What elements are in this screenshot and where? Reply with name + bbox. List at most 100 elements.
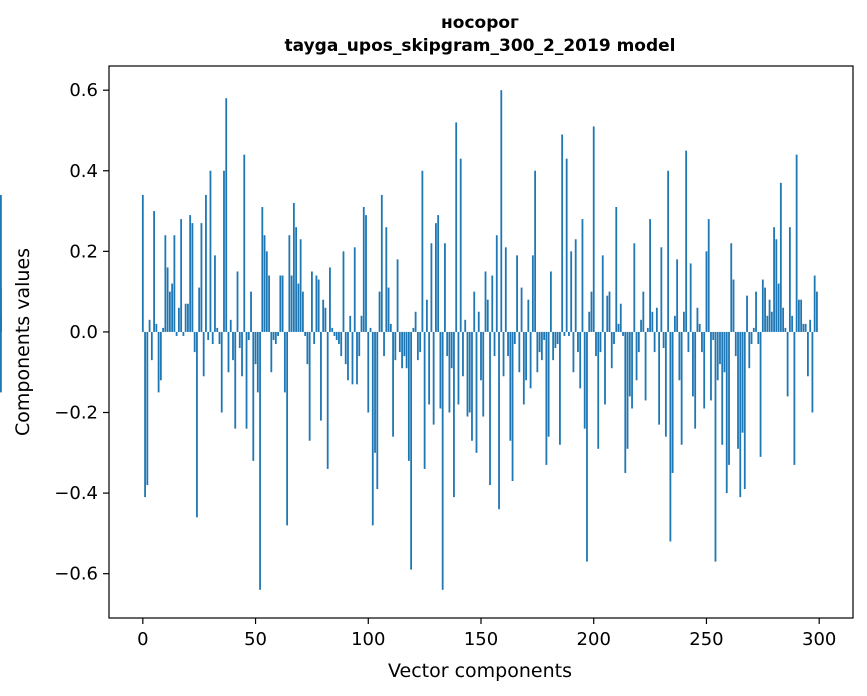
bar [295, 227, 298, 332]
bar [784, 327, 787, 332]
bar [788, 227, 791, 332]
bar [491, 275, 494, 332]
bar [196, 331, 198, 518]
bar [410, 331, 413, 570]
bar [290, 275, 293, 332]
bar [329, 267, 331, 332]
bar [728, 331, 730, 465]
bar [807, 331, 809, 377]
bar [624, 331, 627, 473]
bar [369, 327, 372, 332]
bar [549, 271, 552, 332]
bar [387, 287, 390, 332]
bar [513, 331, 516, 345]
bar [322, 299, 325, 332]
bar [640, 319, 642, 332]
bar [455, 122, 458, 332]
bar [347, 331, 349, 381]
bar [719, 331, 721, 365]
bar [743, 331, 746, 490]
bar [153, 211, 155, 332]
bar [254, 331, 257, 365]
bar [543, 331, 546, 340]
bar [791, 315, 794, 332]
bar [525, 331, 527, 381]
bar [412, 327, 415, 332]
bar [245, 331, 248, 429]
bar [353, 247, 356, 332]
bar [281, 275, 284, 332]
bar [187, 303, 189, 332]
bar [572, 331, 575, 373]
bar [335, 331, 338, 340]
bar [471, 331, 473, 441]
x-tick-label: 50 [244, 629, 267, 650]
bar [232, 331, 234, 361]
bar [568, 331, 570, 336]
bar [552, 331, 555, 361]
bar [678, 331, 681, 381]
bar [419, 331, 422, 353]
bar [389, 323, 392, 332]
bar [272, 331, 275, 340]
bar [270, 331, 273, 373]
bar [317, 279, 320, 332]
bar [545, 331, 548, 465]
bar [752, 327, 755, 332]
bar [428, 331, 431, 405]
bar [365, 215, 367, 332]
bar [570, 251, 573, 332]
bar [453, 331, 455, 498]
bar [362, 207, 365, 332]
bar [0, 194, 2, 332]
bar [633, 243, 636, 332]
bar [721, 331, 724, 445]
bar [804, 323, 807, 332]
bar [613, 331, 615, 345]
bar [577, 331, 579, 353]
bar [764, 287, 766, 332]
bar [371, 331, 374, 526]
bar [448, 331, 451, 413]
bar [540, 331, 543, 361]
bar [520, 287, 523, 332]
bar [561, 134, 564, 332]
bar [565, 158, 568, 332]
bar [405, 331, 408, 369]
bar [534, 170, 537, 332]
bar [162, 327, 165, 332]
bar [301, 291, 304, 332]
y-tick-label: −0.6 [54, 564, 98, 585]
x-axis-ticks: 0 50 100 150 200 250 300 [137, 618, 836, 650]
bar [320, 331, 322, 421]
bar [802, 323, 805, 332]
bar [299, 239, 302, 332]
bar [685, 150, 688, 332]
bar [378, 291, 381, 332]
bar [676, 259, 679, 332]
bar [495, 235, 498, 332]
bar [773, 227, 775, 332]
chart-title: носорог [441, 13, 519, 33]
bar [687, 331, 690, 353]
bar [360, 315, 363, 332]
bar [435, 223, 437, 332]
bar [466, 331, 469, 417]
bar [414, 311, 417, 332]
bar [344, 331, 347, 365]
bar [464, 319, 467, 332]
bar [498, 331, 500, 510]
y-tick-label: 0.6 [69, 80, 98, 101]
bar [779, 182, 782, 332]
y-axis-label: Components values [12, 248, 34, 436]
bar [223, 170, 225, 332]
bar [205, 194, 207, 332]
bar [653, 331, 656, 353]
bar [482, 331, 485, 417]
bar [646, 327, 649, 332]
bar [795, 154, 798, 332]
bar [797, 299, 800, 332]
bar [324, 307, 327, 332]
bar [768, 299, 771, 332]
bar [349, 315, 352, 332]
